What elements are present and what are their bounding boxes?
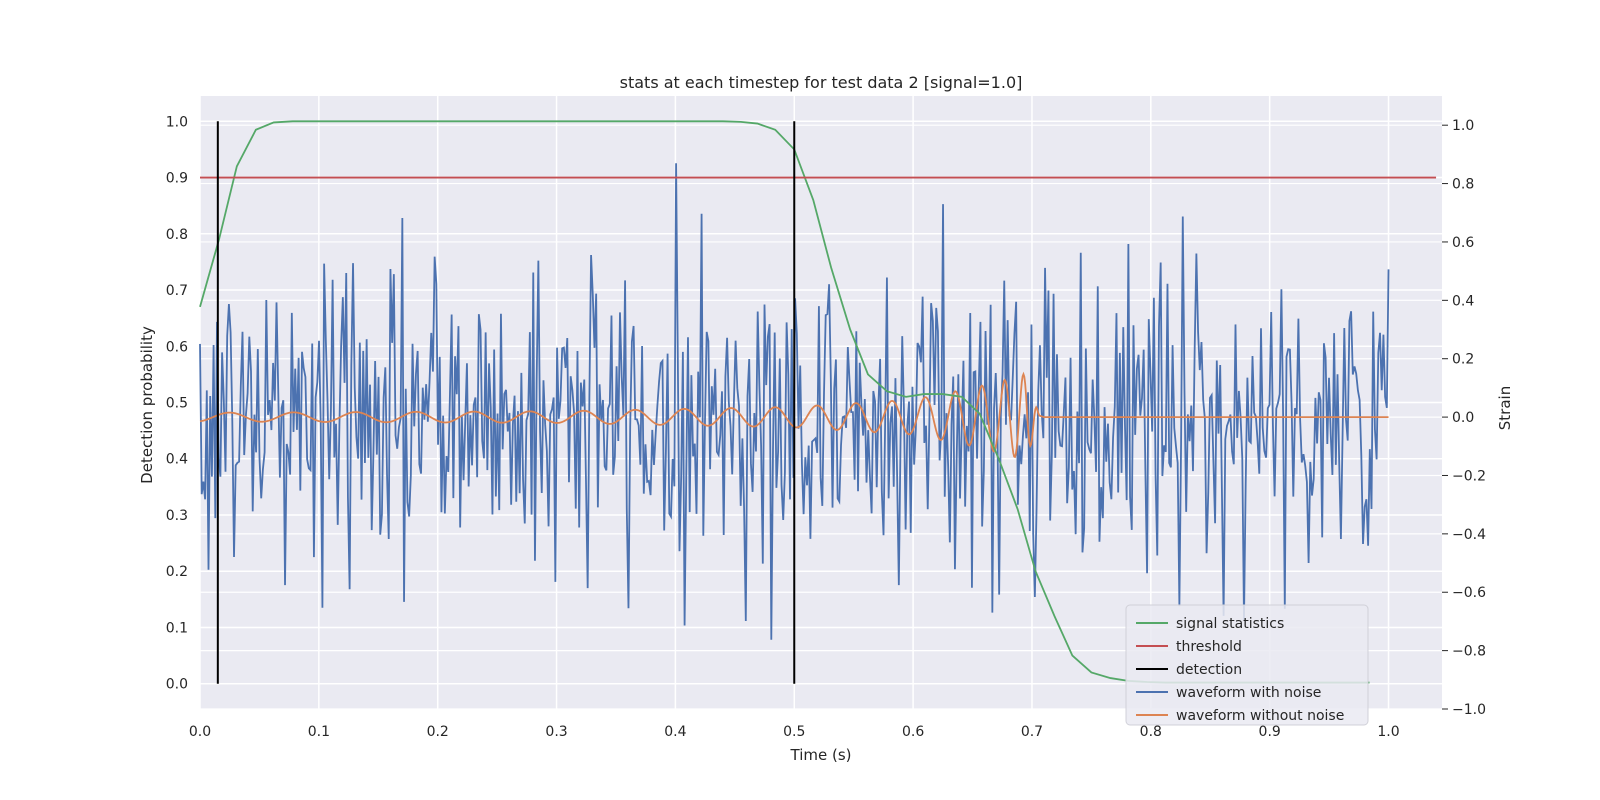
y-left-tick-label: 0.2: [166, 564, 188, 580]
x-axis-label: Time (s): [790, 746, 852, 764]
y-left-tick-label: 0.0: [166, 677, 188, 693]
legend-item-label: detection: [1176, 662, 1242, 678]
y-right-tick-label: 0.8: [1452, 177, 1474, 193]
y-right-tick-label: −0.2: [1452, 468, 1486, 484]
x-tick-label: 0.1: [308, 724, 330, 740]
ticks: 0.0 0.1 0.2 0.3 0.4 0.5 0.6 0.7 0.8 0.9 1.0 0.0 0.1 0…: [166, 114, 1486, 740]
y-right-tick-label: −0.6: [1452, 585, 1486, 601]
x-tick-label: 0.3: [545, 724, 567, 740]
x-tick-label: 0.5: [783, 724, 805, 740]
y-right-tick-label: −1.0: [1452, 702, 1486, 718]
y-right-axis-label: Strain: [1496, 386, 1514, 430]
x-tick-label: 1.0: [1377, 724, 1399, 740]
y-right-tick-label: 0.4: [1452, 293, 1474, 309]
y-left-tick-label: 0.4: [166, 452, 188, 468]
legend-item-label: waveform with noise: [1176, 685, 1321, 701]
y-left-tick-label: 0.5: [166, 396, 188, 412]
legend-item-label: waveform without noise: [1176, 708, 1344, 724]
legend-box: [1125, 604, 1369, 726]
y-left-tick-label: 1.0: [166, 114, 188, 130]
y-left-tick-label: 0.3: [166, 508, 188, 524]
x-tick-label: 0.2: [427, 724, 449, 740]
legend-item-label: threshold: [1176, 639, 1242, 655]
legend-item-label: signal statistics: [1176, 616, 1284, 632]
x-tick-label: 0.0: [189, 724, 211, 740]
y-left-tick-label: 0.7: [166, 283, 188, 299]
y-left-tick-label: 0.6: [166, 339, 188, 355]
y-left-tick-label: 0.1: [166, 620, 188, 636]
y-right-tick-label: −0.8: [1452, 644, 1486, 660]
y-left-tick-label: 0.9: [166, 171, 188, 187]
y-left-tick-label: 0.8: [166, 227, 188, 243]
y-right-tick-label: 0.2: [1452, 352, 1474, 368]
x-tick-label: 0.9: [1259, 724, 1281, 740]
y-right-tick-label: 0.6: [1452, 235, 1474, 251]
y-right-tick-label: 0.0: [1452, 410, 1474, 426]
x-tick-label: 0.7: [1021, 724, 1043, 740]
x-tick-label: 0.8: [1140, 724, 1162, 740]
y-right-tick-label: 1.0: [1452, 118, 1474, 134]
legend: signal statistics threshold detection wavef…: [1125, 604, 1369, 726]
y-left-axis-label: Detection probability: [138, 326, 156, 484]
x-tick-label: 0.4: [664, 724, 686, 740]
x-tick-label: 0.6: [902, 724, 924, 740]
chart-title: stats at each timestep for test data 2 […: [620, 73, 1023, 92]
y-right-tick-label: −0.4: [1452, 527, 1486, 543]
